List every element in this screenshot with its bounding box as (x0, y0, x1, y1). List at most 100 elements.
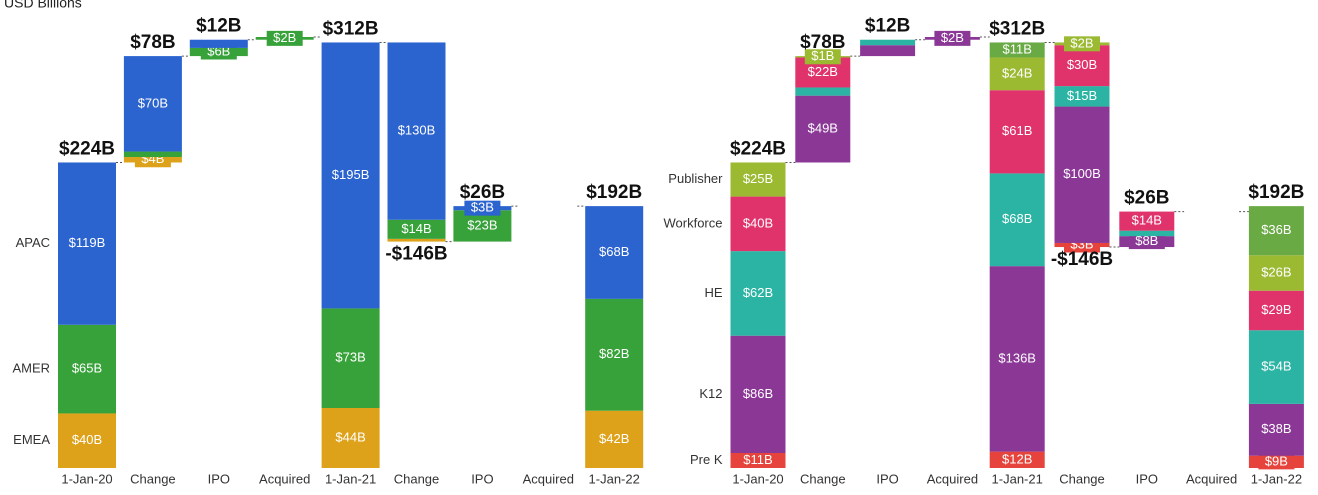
data-label: $82B (599, 346, 629, 361)
data-label: $14B (1132, 213, 1162, 228)
data-label: $62B (743, 285, 773, 300)
series-label: Publisher (668, 171, 723, 186)
x-tick-label: 1-Jan-21 (992, 471, 1043, 486)
bar-segment (58, 324, 116, 414)
bar-segment (1248, 206, 1304, 256)
bar-segment (321, 308, 380, 408)
x-tick-label: IPO (876, 471, 898, 486)
bar-segment (387, 219, 446, 239)
total-label: $12B (196, 16, 241, 37)
x-tick-label: IPO (1136, 471, 1158, 486)
bar-segment (730, 251, 786, 336)
bar-segment (58, 413, 116, 468)
bar-segment (989, 90, 1045, 174)
chart-title: USD Billions (4, 0, 82, 11)
data-label: $70B (138, 95, 168, 110)
bar-segment (989, 451, 1045, 468)
x-tick-label: Change (394, 471, 440, 486)
series-label: AMER (12, 361, 50, 376)
bar-segment (1248, 290, 1304, 331)
bar-segment (1054, 45, 1110, 87)
data-label: $11B (743, 452, 772, 467)
data-label: $136B (998, 350, 1036, 365)
series-label: EMEA (13, 432, 50, 447)
data-label: $86B (743, 386, 773, 401)
data-label: $54B (1261, 359, 1291, 374)
total-label: $78B (130, 32, 175, 53)
bar-segment (123, 151, 182, 158)
bar-segment (730, 196, 786, 252)
data-label: $11B (1002, 41, 1031, 56)
series-label: HE (704, 285, 722, 300)
data-label: $38B (1261, 421, 1291, 436)
bar-segment (189, 39, 248, 48)
total-label: $192B (1248, 182, 1304, 203)
bar-segment (1054, 86, 1110, 107)
data-label: $8B (1135, 233, 1158, 248)
total-label: $12B (865, 16, 910, 37)
bar-segment (585, 206, 644, 299)
data-label: $130B (398, 123, 436, 138)
data-label: $73B (335, 350, 365, 365)
data-label: $25B (743, 171, 773, 186)
data-label: $26B (1261, 264, 1291, 279)
data-label: $49B (808, 121, 838, 136)
label-box (1064, 36, 1100, 52)
bar-segment (1119, 211, 1175, 231)
series-label: Pre K (690, 452, 723, 467)
bar-segment (730, 452, 786, 468)
data-label: $14B (401, 221, 431, 236)
x-tick-label: Change (800, 471, 846, 486)
label-box (266, 30, 303, 46)
total-label: -$146B (1051, 249, 1113, 270)
total-label: $224B (730, 138, 786, 159)
label-box (1258, 454, 1295, 470)
data-label: $65B (72, 361, 102, 376)
bar-segment (321, 42, 380, 309)
x-tick-label: 1-Jan-20 (61, 471, 112, 486)
data-label: $44B (335, 429, 365, 444)
data-label: $42B (599, 431, 629, 446)
data-label: $3B (471, 200, 494, 215)
data-label: $119B (69, 235, 106, 250)
data-label: $24B (1002, 65, 1032, 80)
bar-segment (730, 335, 786, 453)
data-label: $29B (1261, 302, 1291, 317)
data-label: $2B (273, 30, 296, 45)
bar-segment (989, 57, 1045, 91)
total-label: $312B (323, 18, 379, 39)
x-tick-label: Acquired (1186, 471, 1237, 486)
label-box (934, 30, 971, 46)
data-label: $9B (1265, 453, 1288, 468)
label-box (464, 200, 501, 216)
data-label: $195B (332, 167, 370, 182)
x-tick-label: 1-Jan-20 (732, 471, 783, 486)
x-tick-label: Change (130, 471, 176, 486)
data-label: $12B (1002, 451, 1032, 466)
bar-segment (321, 407, 380, 468)
total-label: -$146B (385, 244, 447, 265)
bar-segment (1248, 403, 1304, 456)
bar-segment (730, 162, 786, 197)
x-tick-label: 1-Jan-22 (589, 471, 640, 486)
bar-segment (1248, 255, 1304, 291)
data-label: $36B (1261, 222, 1291, 237)
data-label: $30B (1067, 57, 1097, 72)
bar-segment (123, 56, 182, 152)
bar-segment (989, 173, 1045, 267)
label-box (200, 44, 237, 60)
data-label: $68B (1002, 211, 1032, 226)
total-label: $224B (59, 138, 115, 159)
bar-segment (795, 87, 851, 96)
data-label: $68B (599, 244, 629, 259)
x-tick-label: Change (1059, 471, 1105, 486)
x-tick-label: IPO (208, 471, 230, 486)
total-label: $312B (989, 18, 1045, 39)
bar-segment (58, 162, 116, 325)
x-tick-label: Acquired (523, 471, 574, 486)
data-label: $61B (1002, 123, 1032, 138)
bar-segment (1119, 230, 1175, 237)
total-label: $26B (1124, 188, 1169, 209)
